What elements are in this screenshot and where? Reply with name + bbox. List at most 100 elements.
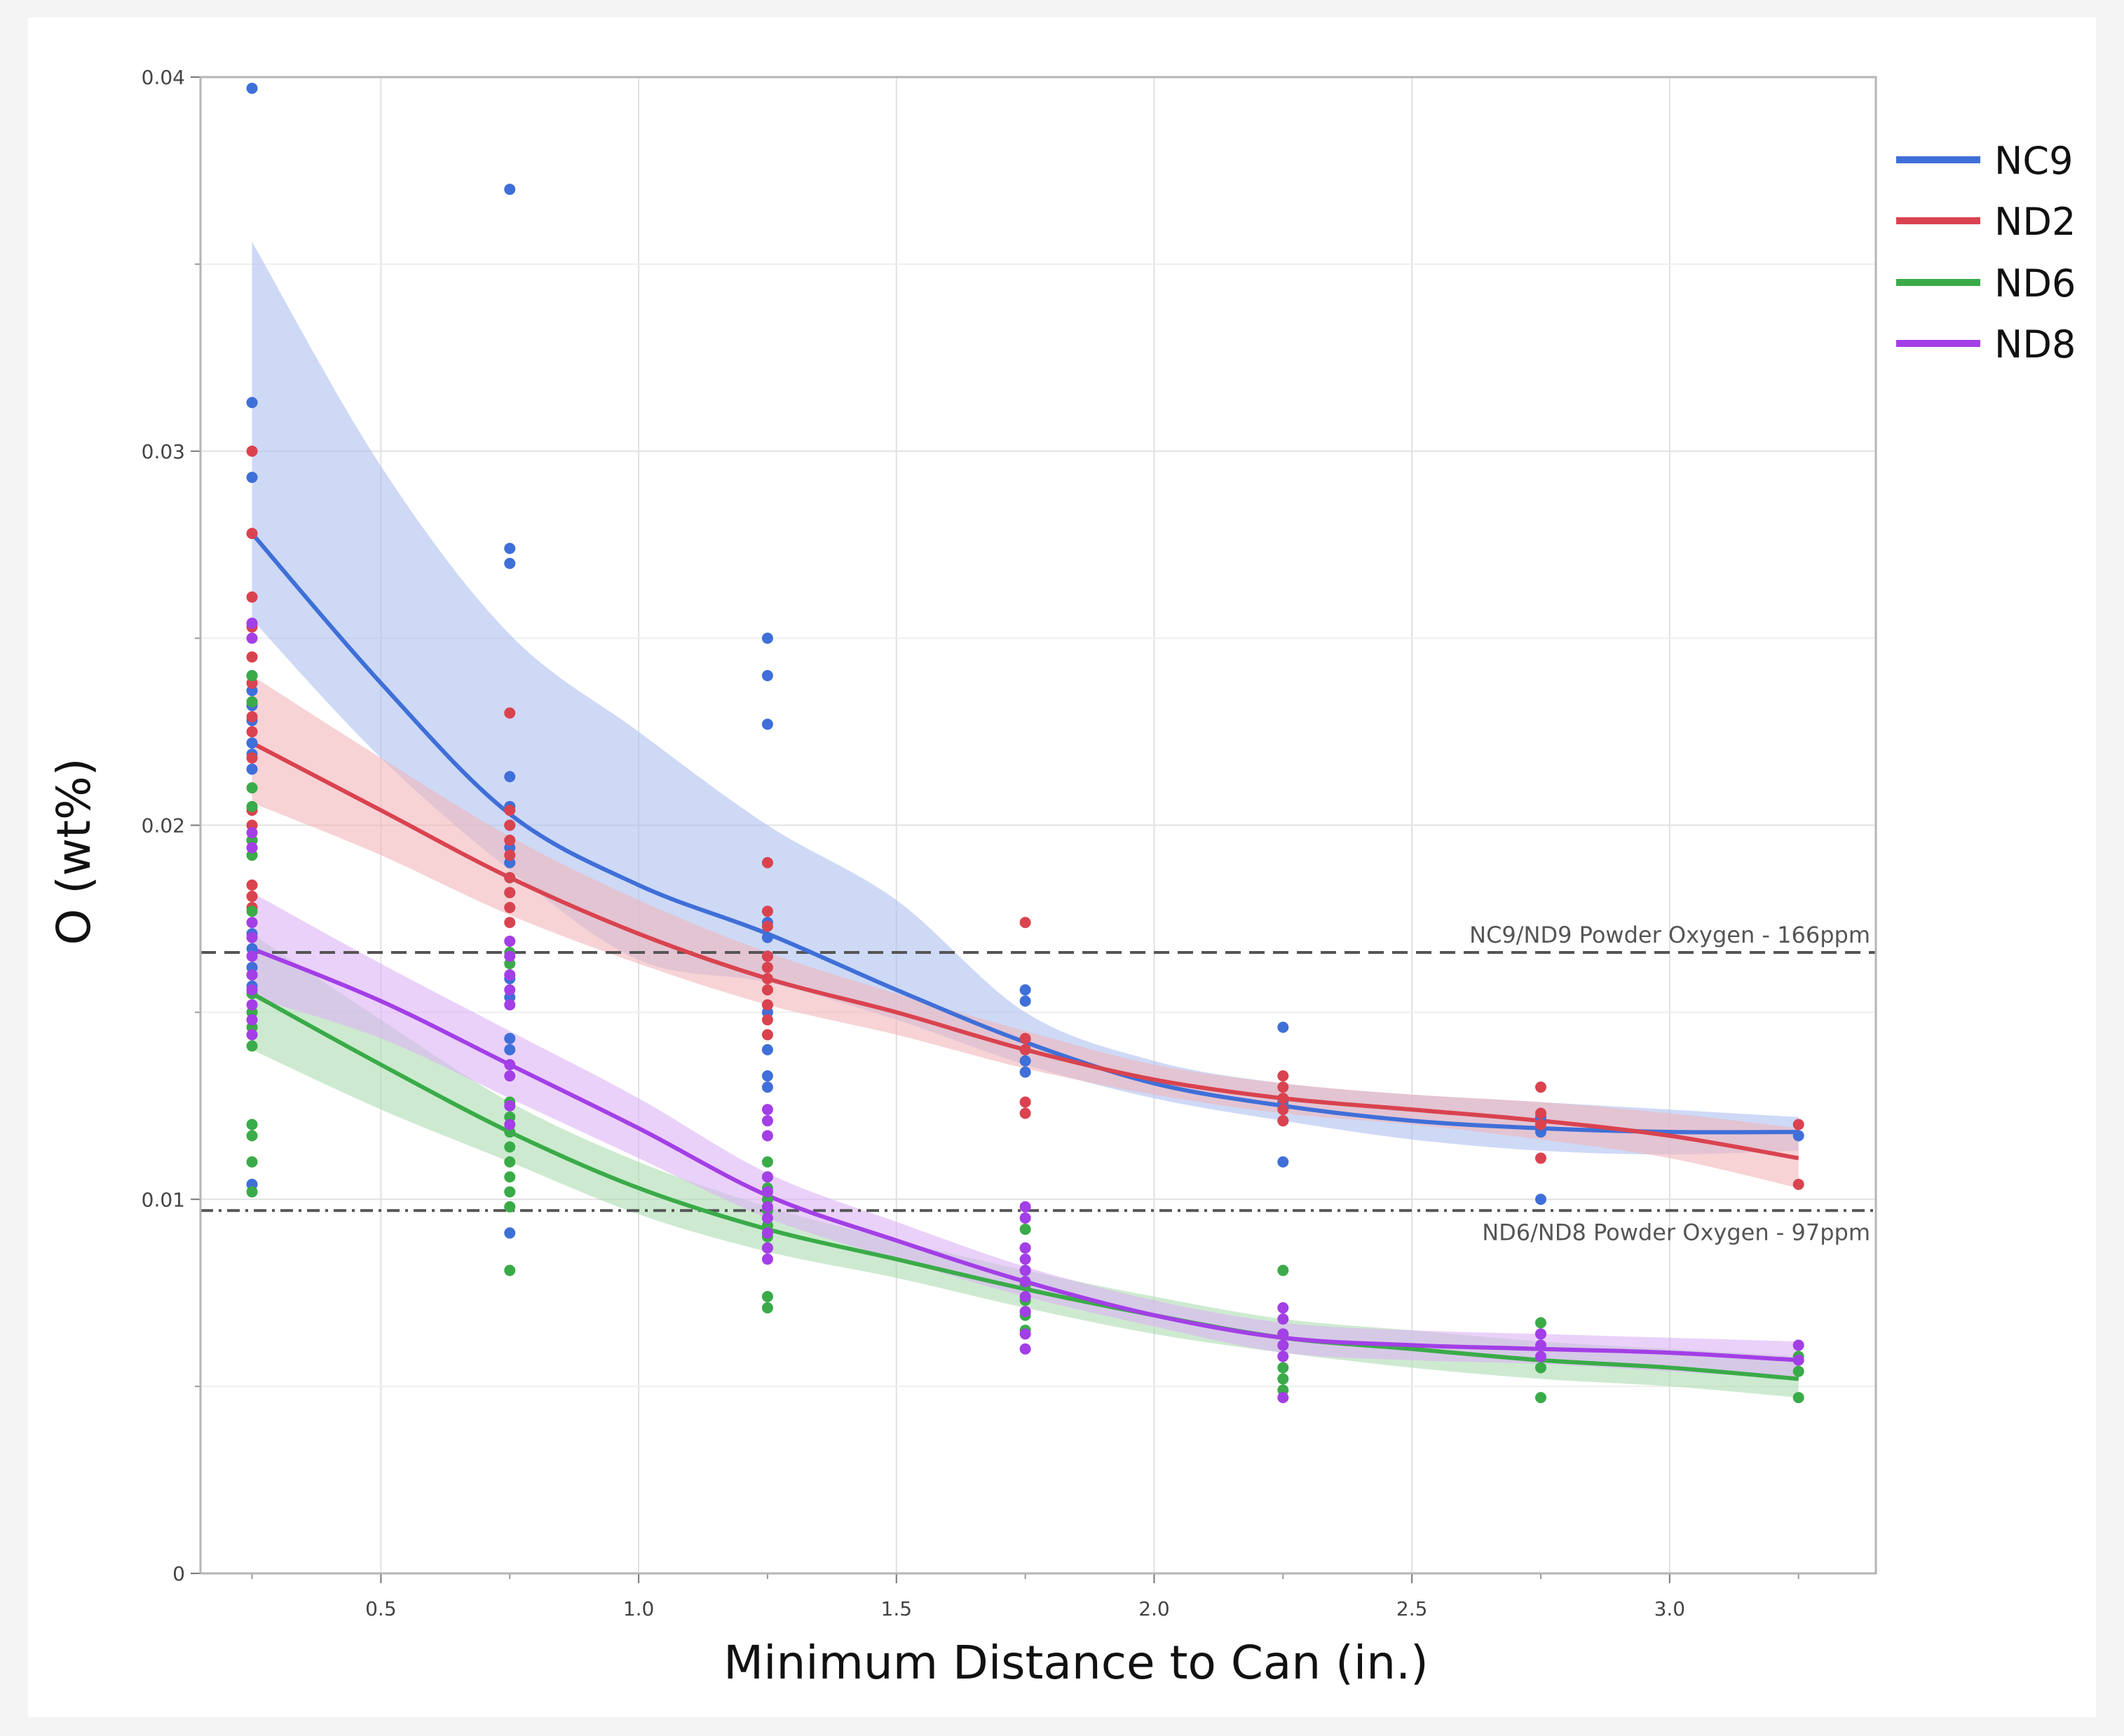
y-tick-label: 0.01 [142,1188,185,1211]
point-nd8 [504,935,516,947]
point-nd2 [1019,1044,1031,1055]
point-nd2 [1019,1032,1031,1044]
point-nd6 [246,905,258,917]
point-nd6 [246,782,258,794]
fit-line-nc9 [250,532,1799,1135]
point-nd2 [761,962,773,973]
point-nd8 [1535,1351,1546,1362]
point-nd6 [246,1186,258,1198]
point-nc9 [246,763,258,775]
legend-label-nc9: NC9 [1994,139,2073,183]
point-nd8 [1277,1339,1289,1351]
point-nd2 [1535,1081,1546,1093]
point-nc9 [504,557,516,569]
point-nd8 [1277,1313,1289,1325]
point-nd8 [504,969,516,980]
point-nc9 [246,472,258,484]
point-nd8 [246,969,258,980]
point-nc9 [504,771,516,783]
point-nd6 [246,670,258,681]
point-nd8 [246,632,258,644]
point-nd8 [246,950,258,962]
data-points [246,83,1804,1404]
point-nd2 [246,711,258,723]
point-nc9 [761,1070,773,1082]
point-nd2 [1277,1093,1289,1105]
point-nd8 [504,1059,516,1071]
point-nc9 [246,83,258,95]
point-nd6 [246,1130,258,1142]
point-nd2 [761,1014,773,1026]
y-tick-label: 0.02 [142,814,185,838]
point-nd6 [1277,1264,1289,1276]
point-nd2 [504,707,516,719]
point-nd8 [1019,1264,1031,1276]
point-nd8 [504,1100,516,1112]
point-nd6 [1792,1365,1804,1377]
point-nd2 [761,973,773,985]
point-nc9 [1019,995,1031,1007]
point-nd8 [246,931,258,943]
point-nd2 [761,856,773,868]
point-nc9 [246,397,258,409]
point-nd2 [1535,1107,1546,1119]
point-nd2 [761,920,773,932]
point-nd2 [1535,1119,1546,1130]
legend-label-nd8: ND8 [1994,322,2076,367]
point-nd2 [246,726,258,738]
point-nd8 [1019,1343,1031,1355]
point-nd8 [504,999,516,1011]
point-nd8 [761,1130,773,1142]
point-nd8 [246,842,258,854]
point-nd6 [246,1040,258,1052]
point-nd8 [761,1186,773,1198]
point-nd8 [1277,1328,1289,1340]
point-nd2 [1019,1096,1031,1108]
point-nd8 [1535,1328,1546,1340]
point-nd2 [1277,1104,1289,1116]
point-nd8 [504,950,516,962]
point-nd2 [246,890,258,902]
point-nd2 [1019,1107,1031,1119]
point-nd8 [761,1171,773,1183]
point-nd6 [761,1291,773,1303]
y-tick-label: 0.03 [142,440,185,463]
point-nc9 [504,1032,516,1044]
reference-line-label: NC9/ND9 Powder Oxygen - 166ppm [1469,922,1870,948]
point-nc9 [504,184,516,196]
point-nd6 [1019,1223,1031,1235]
point-nd2 [504,819,516,831]
point-nd8 [761,1201,773,1212]
grid [200,76,1876,1573]
point-nd8 [1019,1242,1031,1254]
point-nd8 [1277,1302,1289,1314]
point-nd2 [1019,917,1031,929]
point-nc9 [761,670,773,681]
point-nd2 [1792,1178,1804,1190]
point-nd8 [504,1119,516,1130]
point-nc9 [761,1081,773,1093]
point-nd6 [246,800,258,812]
point-nd6 [1535,1392,1546,1404]
point-nd8 [504,984,516,996]
point-nd8 [246,917,258,929]
point-nc9 [1019,1066,1031,1078]
point-nd2 [504,834,516,846]
axes: 0.5 1.0 1.5 2.0 2.5 3.0 0 0.01 0.02 0.03 0.04 [142,66,1877,1620]
band-nd2 [252,676,1799,1189]
point-nd2 [504,887,516,898]
point-nd8 [761,1115,773,1127]
point-nd2 [1277,1081,1289,1093]
plot-background [28,18,2096,1717]
point-nd6 [1277,1373,1289,1385]
point-nd8 [246,1014,258,1026]
point-nd8 [761,1227,773,1239]
point-nc9 [761,718,773,730]
point-nd2 [504,849,516,861]
legend: NC9 ND2 ND6 ND8 [1896,139,2076,367]
point-nd2 [246,591,258,603]
point-nd2 [761,950,773,962]
point-nd2 [1792,1119,1804,1130]
legend-label-nd6: ND6 [1994,261,2076,306]
